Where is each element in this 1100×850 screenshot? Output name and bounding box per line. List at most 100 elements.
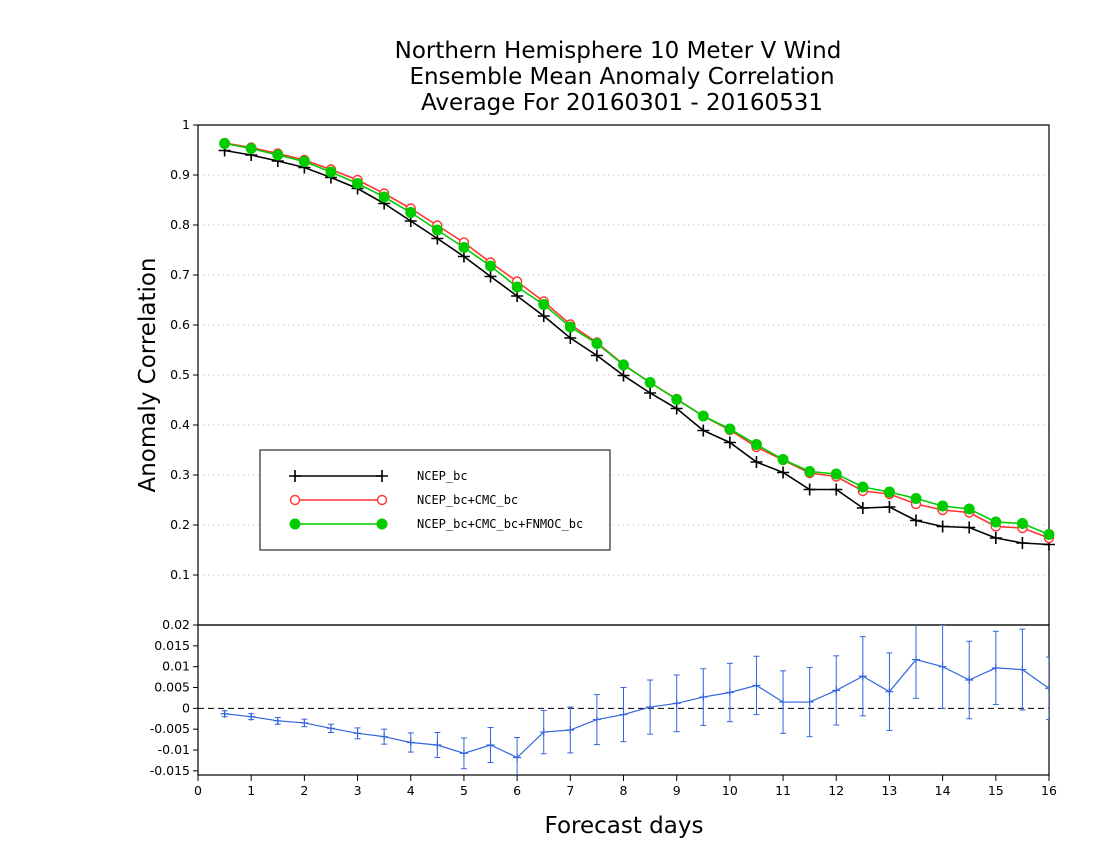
x-tick-label: 13 xyxy=(881,783,897,798)
dot-marker xyxy=(289,518,301,530)
x-tick-label: 14 xyxy=(935,783,951,798)
difference-marker xyxy=(300,718,309,727)
circle-marker xyxy=(376,494,388,506)
dot-marker xyxy=(937,500,949,512)
difference-marker xyxy=(406,738,415,747)
y-tick-label: -0.005 xyxy=(150,721,190,736)
x-tick-label: 0 xyxy=(194,783,202,798)
y-tick-label: 0.02 xyxy=(162,617,190,632)
plus-marker xyxy=(989,532,1002,544)
plus-marker xyxy=(750,456,763,468)
dot-marker xyxy=(1016,518,1028,529)
dot-marker xyxy=(777,454,789,465)
difference-marker xyxy=(672,699,681,708)
plus-marker xyxy=(376,470,388,482)
difference-marker xyxy=(619,710,628,719)
plus-marker xyxy=(590,349,603,362)
difference-line xyxy=(224,658,1049,759)
plus-marker xyxy=(697,424,710,437)
chart-title-line-1: Northern Hemisphere 10 Meter V Wind xyxy=(395,38,842,64)
dot-marker xyxy=(750,439,762,450)
y-tick-label: 0.1 xyxy=(170,567,190,582)
difference-marker xyxy=(779,698,788,707)
circle-marker xyxy=(289,494,301,506)
x-tick-label: 9 xyxy=(673,783,681,798)
difference-marker xyxy=(380,732,389,741)
plus-marker xyxy=(777,466,790,479)
difference-marker xyxy=(486,741,495,749)
y-tick-label: 0.3 xyxy=(170,467,190,482)
legend-label: NCEP_bc+CMC_bc xyxy=(417,493,518,507)
y-tick-label: 0 xyxy=(182,700,190,715)
dot-marker xyxy=(511,281,523,293)
x-tick-label: 8 xyxy=(620,783,628,798)
difference-marker xyxy=(459,749,468,758)
plus-marker xyxy=(723,436,736,449)
y-tick-label: 0.2 xyxy=(170,517,190,532)
difference-marker xyxy=(885,687,894,696)
dot-marker xyxy=(804,466,816,477)
difference-marker xyxy=(938,662,947,671)
difference-marker xyxy=(646,703,655,712)
dot-marker xyxy=(857,481,869,493)
dot-marker xyxy=(325,166,337,178)
anomaly-correlation-panel: 0.1 0.2 0.3 0.4 0.5 0.6 0.7 0.8 0.9 1 xyxy=(170,117,1055,626)
plus-marker xyxy=(856,502,869,514)
series-line xyxy=(224,149,1050,546)
difference-marker xyxy=(699,693,708,702)
dot-marker xyxy=(618,359,629,371)
plus-marker xyxy=(564,332,577,344)
y-axis-title: Anomaly Correlation xyxy=(135,257,161,492)
y-tick-label: 0.5 xyxy=(170,367,190,382)
difference-marker xyxy=(353,729,362,738)
dot-marker xyxy=(431,224,443,236)
y-tick-label: -0.01 xyxy=(158,742,190,757)
dot-marker xyxy=(1043,529,1055,540)
plus-marker xyxy=(289,470,301,482)
y-tick-label: 0.4 xyxy=(170,417,190,432)
difference-marker xyxy=(247,712,256,721)
difference-marker xyxy=(326,724,335,733)
chart-title-line-3: Average For 20160301 - 20160531 xyxy=(421,90,823,116)
plus-marker xyxy=(883,501,896,513)
dot-marker xyxy=(378,191,390,203)
dot-marker xyxy=(272,149,284,161)
x-tick-label: 7 xyxy=(566,783,574,798)
dot-marker xyxy=(458,242,470,253)
x-axis-title: Forecast days xyxy=(545,813,704,839)
plus-marker xyxy=(484,270,497,283)
plus-marker xyxy=(537,310,550,322)
x-tick-label: 2 xyxy=(300,783,308,798)
plus-marker xyxy=(644,387,657,399)
dot-marker xyxy=(644,377,656,388)
x-tick-label: 16 xyxy=(1041,783,1057,798)
y-tick-label: 0.015 xyxy=(154,638,190,653)
difference-marker xyxy=(725,688,734,697)
dot-marker xyxy=(830,468,842,480)
dot-marker xyxy=(910,493,922,504)
dot-marker xyxy=(883,486,895,498)
dot-marker xyxy=(990,516,1002,528)
difference-marker xyxy=(832,686,841,695)
difference-marker xyxy=(566,726,575,734)
dot-marker xyxy=(245,143,257,154)
chart-title-line-2: Ensemble Mean Anomaly Correlation xyxy=(409,64,834,90)
legend: NCEP_bc NCEP_bc+CMC_bc NCEP_bc+CMC_bc+FNMO… xyxy=(259,449,611,551)
dot-marker xyxy=(298,156,310,167)
difference-marker xyxy=(220,709,229,718)
dot-marker xyxy=(564,321,576,333)
x-tick-label: 12 xyxy=(828,783,844,798)
x-tick-label: 3 xyxy=(354,783,362,798)
y-tick-label: 0.01 xyxy=(162,659,190,674)
difference-marker xyxy=(539,728,548,737)
difference-marker xyxy=(1018,665,1027,674)
y-tick-label: -0.015 xyxy=(150,763,190,778)
plus-marker xyxy=(830,483,843,496)
difference-marker xyxy=(912,655,921,664)
difference-marker xyxy=(513,753,522,762)
x-tick-label: 10 xyxy=(722,783,738,798)
dot-marker xyxy=(963,503,975,515)
difference-marker xyxy=(273,716,282,725)
